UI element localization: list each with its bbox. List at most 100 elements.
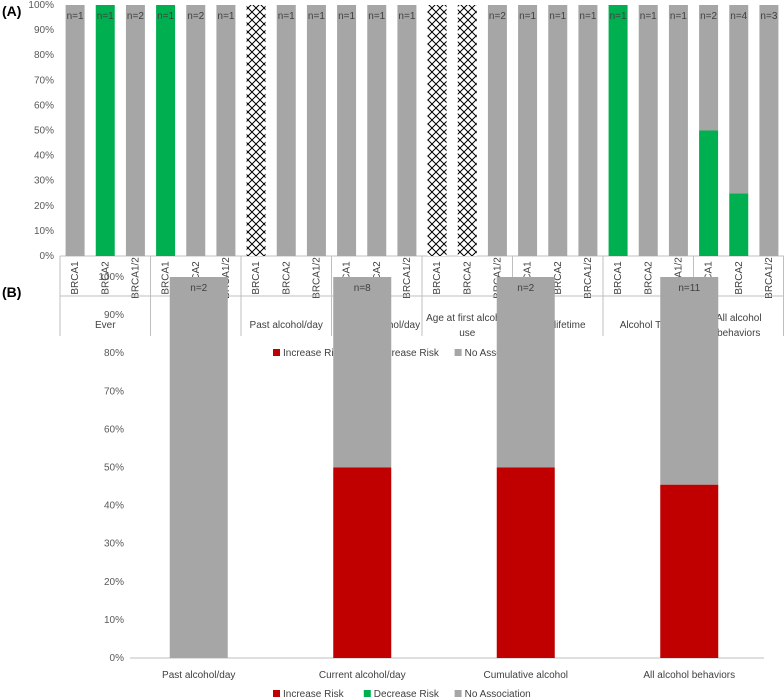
bar-no-association [578,5,598,256]
y-tick-label: 50% [104,463,124,474]
bar-n-label: n=1 [670,11,687,22]
x-category-label: BRCA2 [643,261,654,295]
bar-decrease-risk [608,5,628,256]
y-tick-label: 60% [34,100,54,111]
x-category-label: BRCA1/2 [764,257,775,299]
bar-n-label: n=2 [517,283,534,294]
group-label: use [459,328,476,339]
y-tick-label: 0% [110,653,125,664]
bar-no-association [496,277,555,468]
x-category-label: BRCA1 [70,261,81,295]
x-category-label: BRCA1 [251,261,262,295]
x-category-label: BRCA2 [100,261,111,295]
bar-n-label: n=1 [338,11,355,22]
bar-no-association [548,5,568,256]
legend-swatch [273,690,280,697]
bar-no-data [246,5,266,256]
bar-n-label: n=3 [760,11,777,22]
y-tick-label: 20% [34,201,54,212]
bar-no-association [333,277,392,468]
bar-n-label: n=8 [354,283,371,294]
bar-no-association [65,5,85,256]
bar-decrease-risk [699,130,719,256]
bar-n-label: n=2 [190,283,207,294]
y-tick-label: 90% [104,310,124,321]
bar-n-label: n=1 [368,11,385,22]
bar-n-label: n=11 [678,283,700,294]
group-label: Total/lifetime [530,320,586,331]
bar-decrease-risk [729,193,749,256]
x-category-label: BRCA1 [432,261,443,295]
bar-no-association [638,5,658,256]
bar-no-association [668,5,688,256]
bar-n-label: n=1 [217,11,234,22]
panel-b-label: (B) [2,284,21,300]
bar-n-label: n=1 [398,11,415,22]
y-tick-label: 100% [28,0,54,11]
y-tick-label: 70% [104,386,124,397]
group-label: Past alcohol/day [250,320,323,331]
y-tick-label: 20% [104,577,124,588]
y-tick-label: 90% [34,25,54,36]
bar-n-label: n=1 [67,11,84,22]
bar-n-label: n=1 [579,11,596,22]
bar-n-label: n=4 [730,11,747,22]
x-category-label: BRCA1/2 [402,257,413,299]
y-tick-label: 30% [34,176,54,187]
y-tick-label: 10% [34,226,54,237]
bar-n-label: n=1 [157,11,174,22]
x-category-label: BRCA1/2 [311,257,322,299]
bar-no-association [759,5,779,256]
x-category-label: BRCA2 [462,261,473,295]
y-tick-label: 30% [104,539,124,550]
y-tick-label: 80% [104,348,124,359]
bar-n-label: n=2 [489,11,506,22]
y-tick-label: 40% [34,151,54,162]
bar-n-label: n=1 [519,11,536,22]
legend-swatch [454,349,462,356]
group-label: All alcohol [716,313,762,324]
x-category-label: BRCA2 [281,261,292,295]
group-label: behaviors [717,328,760,339]
group-label: Ever [95,320,116,331]
legend-swatch [273,349,280,356]
x-category-label: BRCA1/2 [130,257,141,299]
x-category-label: Cumulative alcohol [484,670,569,681]
bar-increase-risk [496,467,555,658]
chart-a: 0% 10% 20% 30% 40% 50% 60% 70% 80% 90% 100% n=1 BRCA… [28,0,784,339]
bar-increase-risk [660,484,719,658]
bar-n-label: n=1 [97,11,114,22]
bar-n-label: n=1 [610,11,627,22]
bar-n-label: n=2 [700,11,717,22]
bar-no-association [169,277,228,658]
legend-b: Increase Risk Decrease Risk No Association [273,689,531,699]
panel-a-label: (A) [2,3,21,19]
y-tick-label: 10% [104,615,124,626]
chart-b: 0% 10% 20% 30% 40% 50% 60% 70% 80% 90% 100% n=2 Past… [98,272,764,681]
x-category-label: BRCA2 [553,261,564,295]
bar-no-association [216,5,236,256]
x-category-label: BRCA2 [734,261,745,295]
y-tick-label: 0% [40,251,55,262]
legend-label: Increase Risk [283,689,345,699]
bar-no-association [367,5,387,256]
y-tick-label: 70% [34,75,54,86]
legend-swatch [454,690,462,697]
legend-label: Decrease Risk [374,689,440,699]
bar-no-data [457,5,477,256]
legend-label: No Association [465,689,531,699]
bar-no-association [276,5,296,256]
bar-n-label: n=1 [308,11,325,22]
bar-n-label: n=2 [187,11,204,22]
bar-no-data [427,5,447,256]
bar-no-association [487,5,507,256]
bar-no-association [125,5,145,256]
bar-n-label: n=2 [127,11,144,22]
legend-label: Decrease Risk [374,348,440,359]
bar-no-association [699,5,719,131]
bar-no-association [306,5,326,256]
bar-decrease-risk [156,5,176,256]
x-category-label: BRCA1 [161,261,172,295]
